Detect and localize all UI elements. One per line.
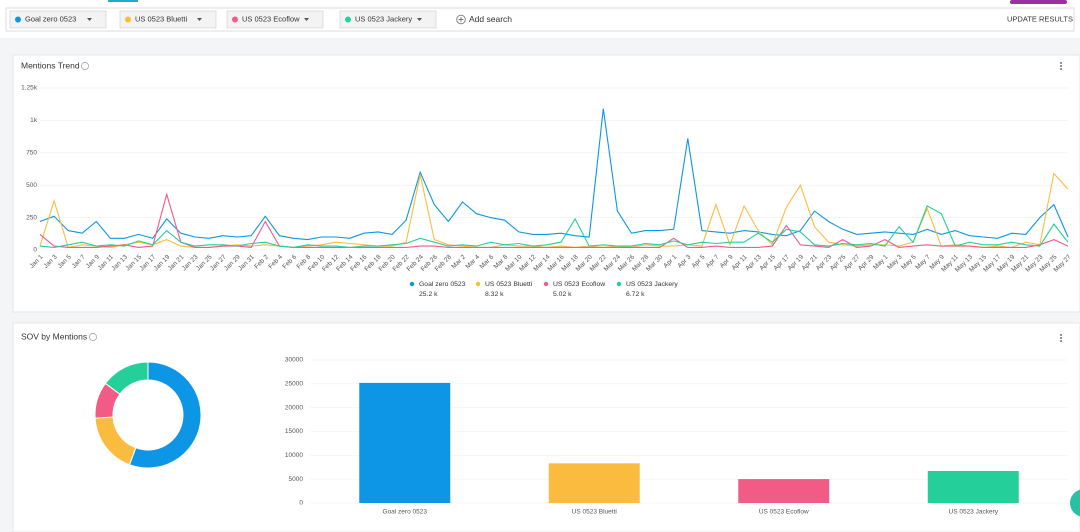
filter-chip[interactable] — [9, 10, 107, 29]
filter-box — [5, 7, 1075, 32]
series-line — [39, 192, 1069, 248]
tab-indicator — [108, 0, 138, 2]
chip-dot — [232, 16, 238, 23]
chip-label: US 0523 Ecoflow — [242, 14, 300, 23]
bar — [738, 479, 830, 503]
x-tick-label: US 0523 Jackery — [949, 509, 999, 516]
y-tick-label: 30000 — [285, 357, 303, 364]
chip-caret — [304, 18, 309, 21]
chip-dot — [125, 16, 131, 23]
filter-chips: Goal zero 0523 US 0523 Bluetti US 0523 Eco… — [9, 10, 437, 29]
bar — [359, 382, 451, 503]
chip-dot — [15, 16, 21, 23]
card-title: SOV by Mentions — [21, 331, 87, 341]
y-tick-label: 20000 — [285, 404, 303, 411]
sov-card — [12, 322, 1080, 532]
legend-total: 6.72 k — [626, 291, 645, 298]
filter-chip[interactable] — [339, 10, 437, 29]
legend-label[interactable]: US 0523 Bluetti — [485, 281, 533, 288]
add-icon[interactable] — [456, 14, 466, 25]
update-results[interactable]: UPDATE RESULTS — [1007, 14, 1073, 23]
y-tick-label: 10000 — [285, 452, 303, 459]
chat-button[interactable] — [1070, 489, 1080, 517]
x-tick-label: US 0523 Bluetti — [572, 509, 617, 516]
series-line — [39, 205, 1069, 248]
card-title: Mentions Trend — [21, 60, 80, 70]
filter-chip[interactable] — [119, 10, 217, 29]
menu-icon[interactable] — [1060, 334, 1062, 342]
bar — [927, 470, 1019, 503]
y-tick-label: 0 — [299, 500, 303, 507]
y-tick-label: 15000 — [285, 428, 303, 435]
y-tick-label: 250 — [26, 214, 37, 221]
chip-caret — [197, 18, 202, 21]
legend-total: 5.02 k — [553, 291, 572, 298]
y-tick-label: 750 — [26, 150, 37, 157]
legend-total: 8.32 k — [485, 291, 504, 298]
x-tick-label: Goal zero 0523 — [383, 509, 428, 516]
y-tick-label: 5000 — [289, 476, 304, 483]
series-line — [39, 108, 1069, 241]
legend-label[interactable]: Goal zero 0523 — [419, 281, 466, 288]
add-search[interactable]: Add search — [469, 14, 512, 24]
x-tick-label: US 0523 Ecoflow — [759, 509, 809, 516]
y-tick-label: 0 — [33, 247, 37, 254]
donut-slice — [128, 361, 202, 469]
bar — [548, 463, 640, 503]
trend-card — [12, 54, 1080, 313]
y-tick-label: 1.25k — [21, 85, 38, 92]
donut-slice — [104, 361, 149, 395]
legend-label[interactable]: US 0523 Jackery — [626, 281, 678, 288]
info-icon[interactable] — [81, 62, 89, 70]
chip-caret — [417, 18, 422, 21]
chip-dot — [345, 16, 351, 23]
legend-label[interactable]: US 0523 Ecoflow — [553, 281, 605, 288]
legend-swatch — [543, 281, 549, 287]
y-tick-label: 500 — [26, 182, 37, 189]
menu-icon[interactable] — [1060, 62, 1062, 70]
info-icon[interactable] — [89, 333, 97, 341]
add-icon-plus — [458, 17, 464, 22]
y-tick-label: 25000 — [285, 381, 303, 388]
chip-label: Goal zero 0523 — [25, 14, 76, 23]
chip-label: US 0523 Bluetti — [135, 14, 187, 23]
filter-chip[interactable] — [226, 10, 324, 29]
chip-label: US 0523 Jackery — [355, 14, 412, 23]
y-tick-label: 1k — [30, 117, 38, 124]
legend-total: 25.2 k — [419, 291, 438, 298]
legend-swatch — [409, 281, 415, 287]
top-button[interactable] — [1010, 0, 1067, 4]
chip-caret — [87, 18, 92, 21]
legend-swatch — [616, 281, 622, 287]
legend-swatch — [475, 281, 481, 287]
